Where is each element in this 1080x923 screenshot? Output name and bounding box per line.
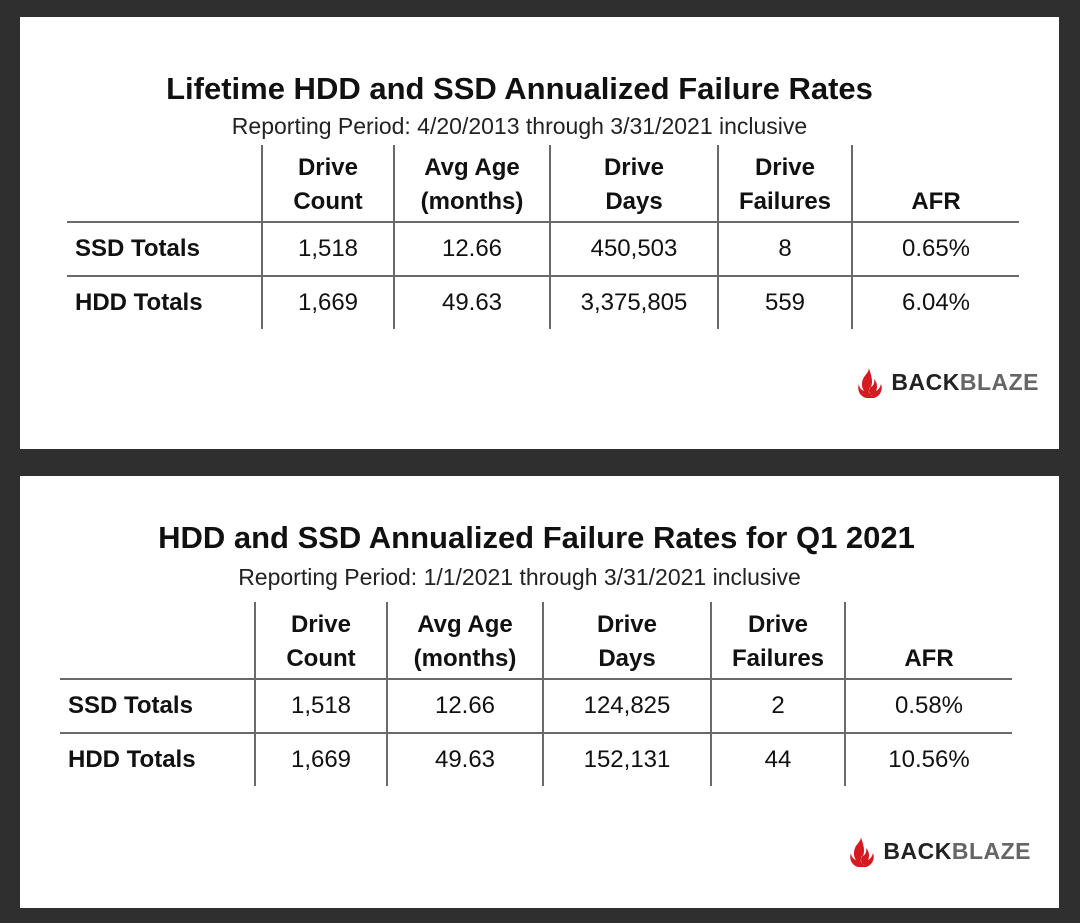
panel-subtitle: Reporting Period: 1/1/2021 through 3/31/…	[238, 564, 801, 590]
table-cell: 8	[717, 221, 852, 276]
table-row: SSD Totals 1,518 12.66 450,503 8 0.65%	[67, 221, 1019, 276]
column-header: Avg Age (months)	[386, 602, 543, 679]
table-cell: 152,131	[542, 732, 711, 786]
table-cell: 3,375,805	[549, 275, 718, 329]
panel-subtitle: Reporting Period: 4/20/2013 through 3/31…	[231, 113, 808, 139]
logo-wordmark: BACKBLAZE	[883, 837, 1031, 864]
column-header: Drive Failures	[717, 145, 852, 222]
table-cell: 49.63	[393, 275, 550, 329]
column-header: Drive Days	[542, 602, 711, 679]
column-header: AFR	[851, 145, 1019, 222]
lifetime-afr-panel: Lifetime HDD and SSD Annualized Failure …	[20, 17, 1059, 449]
table-cell: 2	[710, 678, 845, 733]
panel-title: HDD and SSD Annualized Failure Rates for…	[158, 520, 915, 555]
q1-2021-afr-panel: HDD and SSD Annualized Failure Rates for…	[20, 476, 1059, 908]
table-cell: 450,503	[549, 221, 718, 276]
column-header: Avg Age (months)	[393, 145, 550, 222]
table-cell: 559	[717, 275, 852, 329]
table-cell: 1,518	[261, 221, 394, 276]
table-cell: 1,669	[254, 732, 387, 786]
table-cell: 44	[710, 732, 845, 786]
table-cell: 49.63	[386, 732, 543, 786]
panel-title: Lifetime HDD and SSD Annualized Failure …	[166, 71, 873, 106]
table-header-row: Drive Count Avg Age (months) Drive Days Dri…	[67, 145, 1019, 222]
column-header: Drive Failures	[710, 602, 845, 679]
flame-icon	[858, 366, 883, 398]
table-cell: 1,669	[261, 275, 394, 329]
row-label: HDD Totals	[60, 732, 255, 786]
table-row: SSD Totals 1,518 12.66 124,825 2 0.58%	[60, 678, 1012, 733]
table-cell: 12.66	[386, 678, 543, 733]
header-empty	[67, 145, 262, 222]
table-row: HDD Totals 1,669 49.63 3,375,805 559 6.0…	[67, 275, 1019, 329]
afr-table: Drive Count Avg Age (months) Drive Days Dri…	[60, 602, 1012, 786]
backblaze-logo: BACKBLAZE	[857, 365, 1039, 399]
table-cell: 1,518	[254, 678, 387, 733]
row-label: SSD Totals	[67, 221, 262, 276]
table-header-row: Drive Count Avg Age (months) Drive Days Dri…	[60, 602, 1012, 679]
column-header: Drive Count	[254, 602, 387, 679]
backblaze-logo: BACKBLAZE	[849, 834, 1031, 868]
column-header: AFR	[844, 602, 1012, 679]
table-cell: 0.58%	[844, 678, 1012, 733]
table-cell: 124,825	[542, 678, 711, 733]
table-cell: 0.65%	[851, 221, 1019, 276]
column-header: Drive Days	[549, 145, 718, 222]
table-cell: 10.56%	[844, 732, 1012, 786]
row-label: HDD Totals	[67, 275, 262, 329]
table-row: HDD Totals 1,669 49.63 152,131 44 10.56%	[60, 732, 1012, 786]
table-cell: 6.04%	[851, 275, 1019, 329]
header-empty	[60, 602, 255, 679]
logo-wordmark: BACKBLAZE	[891, 368, 1039, 395]
afr-table: Drive Count Avg Age (months) Drive Days Dri…	[67, 145, 1019, 329]
row-label: SSD Totals	[60, 678, 255, 733]
column-header: Drive Count	[261, 145, 394, 222]
flame-icon	[850, 835, 875, 867]
table-cell: 12.66	[393, 221, 550, 276]
